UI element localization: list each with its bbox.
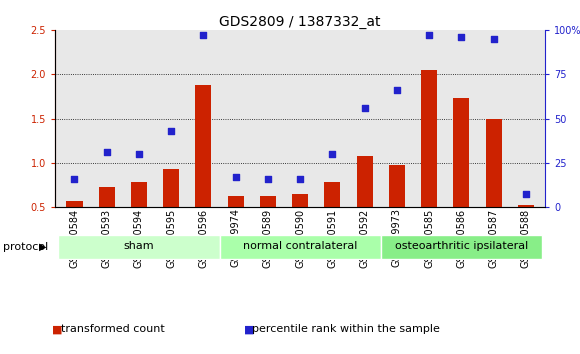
Bar [66,201,82,207]
Point [425,33,434,38]
Text: normal contralateral: normal contralateral [243,241,357,251]
Point [231,174,240,180]
Text: protocol: protocol [3,242,48,252]
Bar [292,194,308,207]
Point [295,176,305,182]
Point [166,128,176,134]
Point [489,36,498,42]
Point [521,191,531,197]
Bar [421,70,437,207]
Bar [227,196,244,207]
Bar [380,235,542,259]
Bar [357,156,373,207]
Bar [163,169,179,207]
Text: percentile rank within the sample: percentile rank within the sample [252,324,440,334]
Point [199,33,208,38]
Text: ■: ■ [244,324,254,334]
Point [135,151,144,157]
Bar [220,235,380,259]
Point [360,105,369,111]
Text: ▶: ▶ [39,242,47,252]
Point [70,176,79,182]
Bar [389,166,405,207]
Text: sham: sham [124,241,154,251]
Point [392,87,401,93]
Bar [131,182,147,207]
Title: GDS2809 / 1387332_at: GDS2809 / 1387332_at [219,15,381,29]
Point [102,149,111,155]
Bar [260,196,276,207]
Point [456,34,466,40]
Point [263,176,273,182]
Bar [518,205,534,207]
Bar [99,187,115,207]
Bar [195,85,212,207]
Bar [485,119,502,207]
Text: transformed count: transformed count [61,324,165,334]
Point [328,151,337,157]
Text: ■: ■ [52,324,63,334]
Bar [454,98,469,207]
Bar [59,235,220,259]
Bar [324,182,340,207]
Text: osteoarthritic ipsilateral: osteoarthritic ipsilateral [395,241,528,251]
